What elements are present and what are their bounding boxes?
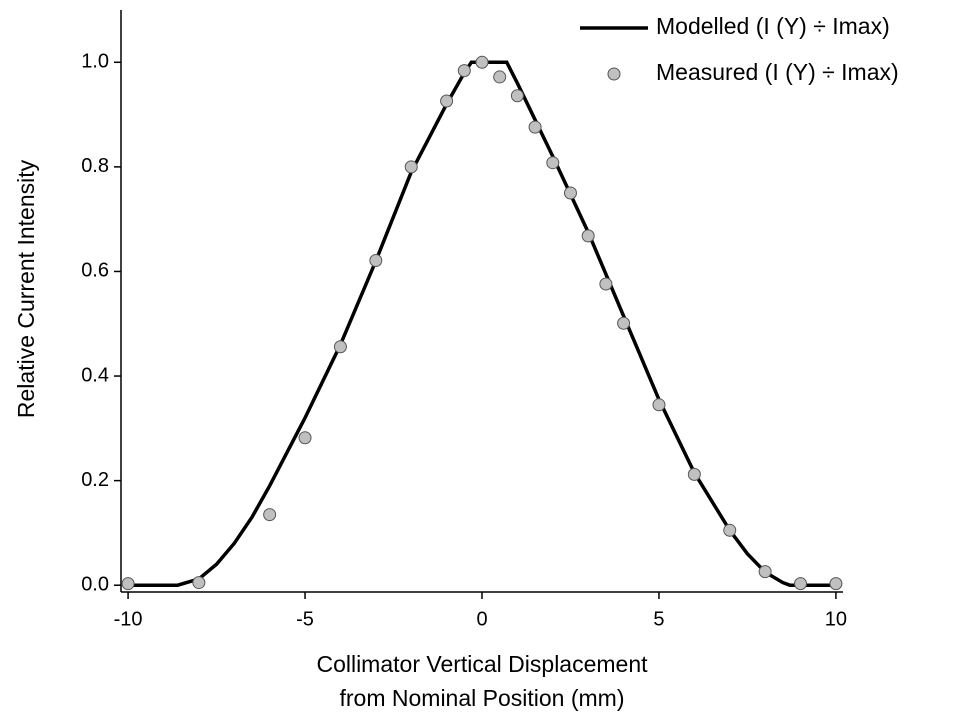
x-tick-label: -5 [296, 608, 314, 630]
measured-point [581, 229, 595, 243]
measured-point [510, 89, 524, 103]
measured-point [263, 508, 277, 522]
y-tick-label: 0.4 [81, 364, 109, 386]
legend-label: Measured (I (Y) ÷ Imax) [656, 59, 899, 85]
y-tick-label: 0.8 [81, 155, 109, 177]
x-tick-label: 0 [476, 608, 487, 630]
measured-point [298, 431, 312, 445]
x-tick-label: 10 [825, 608, 847, 630]
y-tick-label: 1.0 [81, 51, 109, 73]
measured-point [192, 576, 206, 590]
measured-point [457, 64, 471, 78]
measured-point [829, 577, 843, 591]
y-tick-label: 0.6 [81, 260, 109, 282]
measured-point [475, 55, 489, 69]
measured-point [369, 253, 383, 267]
x-tick-label: -10 [114, 608, 143, 630]
measured-point [723, 523, 737, 537]
measured-point [617, 316, 631, 330]
y-tick-label: 0.2 [81, 469, 109, 491]
y-tick-label: 0.0 [81, 573, 109, 595]
x-axis-title: from Nominal Position (mm) [340, 685, 625, 711]
measured-point [687, 467, 701, 481]
legend-swatch [607, 67, 621, 81]
measured-point [599, 277, 613, 291]
measured-point [794, 577, 808, 591]
measured-point [758, 565, 772, 579]
measured-point [440, 94, 454, 108]
measured-point [528, 120, 542, 134]
x-tick-label: 5 [653, 608, 664, 630]
measured-point [652, 398, 666, 412]
x-axis-title: Collimator Vertical Displacement [316, 651, 648, 677]
model-line [128, 60, 836, 587]
measured-point [546, 156, 560, 170]
measured-point [333, 340, 347, 354]
measured-point [404, 160, 418, 174]
y-axis-title: Relative Current Intensity [13, 159, 39, 418]
measured-point [563, 186, 577, 200]
measured-point [493, 70, 507, 84]
legend-label: Modelled (I (Y) ÷ Imax) [656, 13, 890, 39]
measured-point [121, 577, 135, 591]
